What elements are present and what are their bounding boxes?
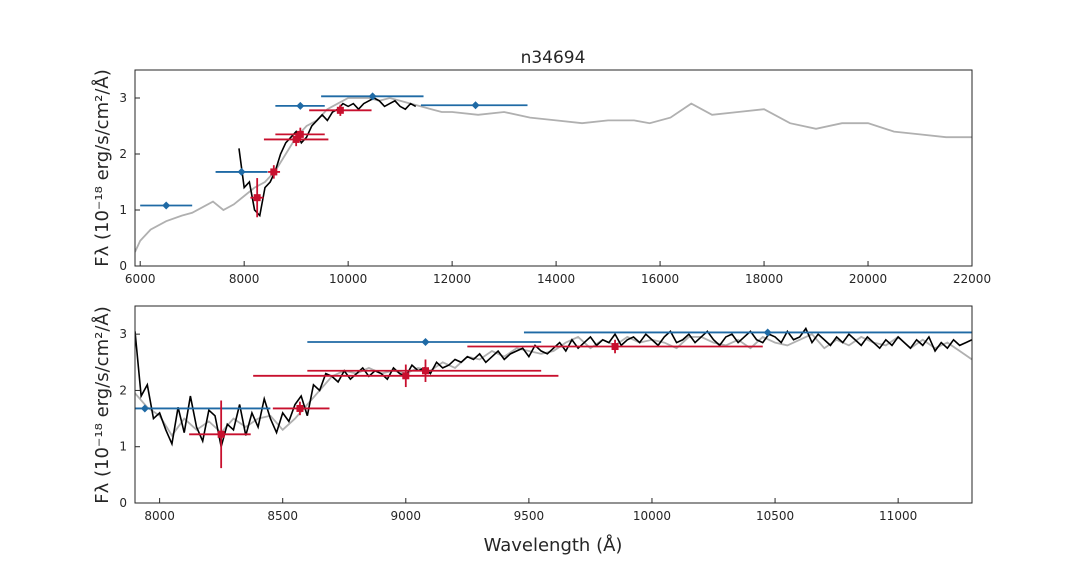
top-ytick-label-0: 0 — [119, 259, 127, 273]
top-ytick-label-2: 2 — [119, 147, 127, 161]
bottom-synthetic-point-1 — [296, 404, 304, 412]
bottom-photometry-point-1 — [421, 338, 430, 347]
bottom-photometry-point-0 — [140, 404, 149, 413]
bottom-plot-area — [135, 326, 972, 469]
bottom-xtick-label-9000: 9000 — [391, 509, 422, 523]
bottom-synthetic-point-2 — [402, 372, 410, 380]
top-ytick-label-1: 1 — [119, 203, 127, 217]
top-xtick-label-6000: 6000 — [125, 272, 156, 286]
bottom-synthetic-point-4 — [611, 343, 619, 351]
bottom-xtick-label-8000: 8000 — [144, 509, 175, 523]
top-synthetic-point-4 — [336, 106, 344, 114]
top-xtick-label-20000: 20000 — [849, 272, 887, 286]
top-synthetic-point-0 — [253, 194, 261, 202]
bottom-xtick-label-9500: 9500 — [514, 509, 545, 523]
top-panel: 6000 8000 10000 12000 14000 16000 18000 20000 22… — [91, 69, 991, 286]
top-ytick-label-3: 3 — [119, 91, 127, 105]
top-xtick-label-18000: 18000 — [745, 272, 783, 286]
bottom-ytick-label-0: 0 — [119, 496, 127, 510]
top-panel-ylabel: Fλ (10⁻¹⁸ erg/s/cm²/Å) — [91, 69, 113, 266]
bottom-panel: 8000 8500 9000 9500 10000 10500 11000 0 1 2 3 Fλ (… — [91, 305, 973, 556]
top-synthetic-point-1 — [270, 168, 278, 176]
top-xtick-label-16000: 16000 — [641, 272, 679, 286]
top-panel-marks — [135, 92, 972, 253]
top-synthetic-point-3 — [296, 130, 304, 138]
bottom-panel-marks — [135, 326, 972, 469]
top-xtick-label-8000: 8000 — [229, 272, 260, 286]
bottom-synthetic-point-0 — [217, 430, 225, 438]
bottom-model-line — [135, 333, 972, 438]
top-photometry-point-4 — [471, 101, 480, 110]
bottom-xtick-label-11000: 11000 — [879, 509, 917, 523]
top-photometry-point-1 — [237, 167, 246, 176]
top-panel-ticks: 6000 8000 10000 12000 14000 16000 18000 20000 22… — [119, 91, 991, 286]
top-panel-frame — [134, 69, 973, 267]
top-photometry-point-2 — [296, 101, 305, 110]
bottom-ytick-label-3: 3 — [119, 327, 127, 341]
bottom-ytick-label-2: 2 — [119, 383, 127, 397]
bottom-panel-ticks: 8000 8500 9000 9500 10000 10500 11000 0 1 2 3 — [119, 327, 917, 523]
bottom-panel-ylabel: Fλ (10⁻¹⁸ erg/s/cm²/Å) — [91, 306, 113, 503]
top-spectrum-line — [238, 97, 417, 218]
bottom-panel-xlabel: Wavelength (Å) — [484, 534, 623, 556]
bottom-photometry-point-2 — [763, 328, 772, 337]
bottom-xtick-label-10500: 10500 — [756, 509, 794, 523]
top-xtick-label-14000: 14000 — [537, 272, 575, 286]
top-model-line — [135, 97, 972, 253]
bottom-spectrum-line — [135, 326, 972, 447]
bottom-xtick-label-10000: 10000 — [633, 509, 671, 523]
top-photometry-point-3 — [368, 92, 377, 101]
figure-title: n34694 — [521, 48, 586, 68]
top-synthetic-point-2 — [292, 135, 300, 143]
bottom-ytick-label-1: 1 — [119, 440, 127, 454]
top-xtick-label-12000: 12000 — [433, 272, 471, 286]
bottom-xtick-label-8500: 8500 — [267, 509, 298, 523]
top-xtick-label-22000: 22000 — [953, 272, 991, 286]
top-plot-area — [135, 92, 972, 253]
bottom-synthetic-point-3 — [421, 367, 429, 375]
bottom-panel-frame — [134, 305, 973, 504]
top-xtick-label-10000: 10000 — [329, 272, 367, 286]
top-photometry-point-0 — [162, 201, 171, 210]
